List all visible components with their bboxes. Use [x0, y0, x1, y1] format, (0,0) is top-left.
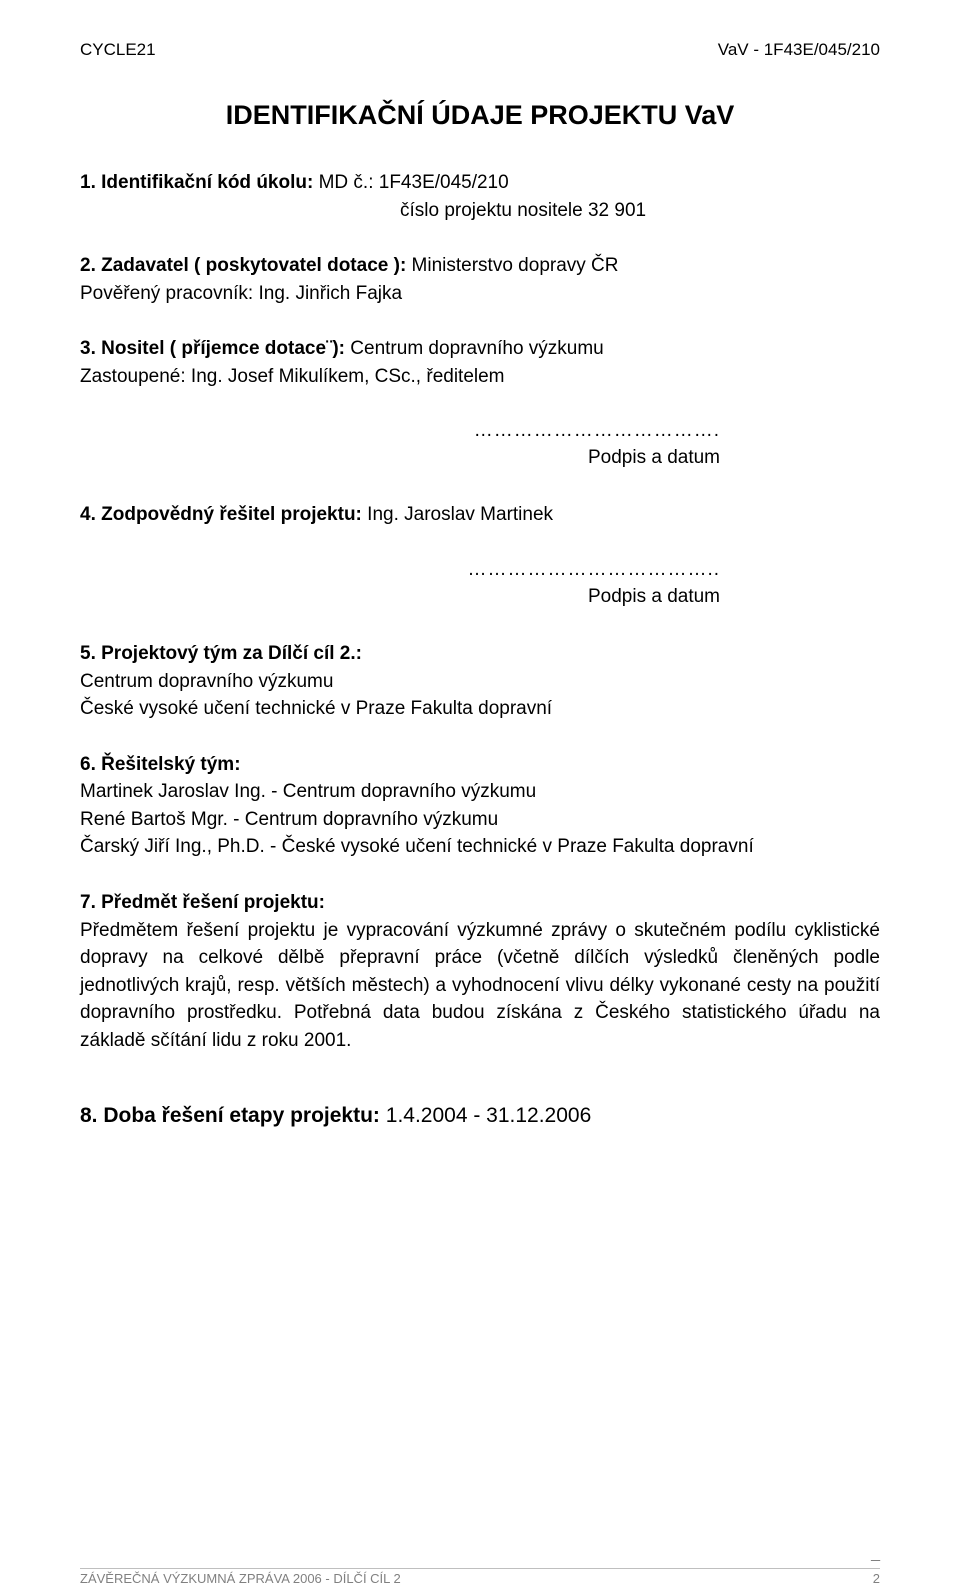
page-header: CYCLE21 VaV - 1F43E/045/210	[80, 40, 880, 60]
signature-1: ………………………………. Podpis a datum	[80, 418, 880, 471]
item-3-value: Centrum dopravního výzkumu	[350, 338, 603, 359]
page: CYCLE21 VaV - 1F43E/045/210 IDENTIFIKAČN…	[0, 0, 960, 1593]
item-6-line2: Martinek Jaroslav Ing. - Centrum dopravn…	[80, 778, 880, 806]
item-5-lead: 5. Projektový tým za Dílčí cíl 2.:	[80, 640, 880, 668]
item-3: 3. Nositel ( příjemce dotace¨): Centrum …	[80, 335, 880, 390]
header-right: VaV - 1F43E/045/210	[718, 40, 880, 60]
signature-2-dots: ………………………………..	[80, 557, 720, 584]
footer-page-number: 2	[873, 1571, 880, 1586]
signature-2-label: Podpis a datum	[80, 584, 720, 611]
item-7: 7. Předmět řešení projektu: Předmětem ře…	[80, 889, 880, 1054]
item-5: 5. Projektový tým za Dílčí cíl 2.: Centr…	[80, 640, 880, 723]
item-5-line3: České vysoké učení technické v Praze Fak…	[80, 695, 880, 723]
item-5-line2: Centrum dopravního výzkumu	[80, 668, 880, 696]
signature-2: ……………………………….. Podpis a datum	[80, 557, 880, 610]
item-2-lead: 2. Zadavatel ( poskytovatel dotace ):	[80, 255, 412, 276]
item-8-value: 1.4.2004 - 31.12.2006	[386, 1104, 592, 1127]
item-1-lead: 1. Identifikační kód úkolu:	[80, 172, 319, 193]
item-2-value: Ministerstvo dopravy ČR	[412, 255, 619, 276]
item-2: 2. Zadavatel ( poskytovatel dotace ): Mi…	[80, 252, 880, 307]
item-6-line3: René Bartoš Mgr. - Centrum dopravního vý…	[80, 806, 880, 834]
item-7-body: Předmětem řešení projektu je vypracování…	[80, 917, 880, 1055]
item-1-value: MD č.: 1F43E/045/210	[319, 172, 509, 193]
item-6-line4: Čarský Jiří Ing., Ph.D. - České vysoké u…	[80, 833, 880, 861]
signature-1-label: Podpis a datum	[80, 445, 720, 472]
item-1-line2: číslo projektu nositele 32 901	[80, 197, 880, 225]
page-title: IDENTIFIKAČNÍ ÚDAJE PROJEKTU VaV	[80, 100, 880, 131]
item-2-line2: Pověřený pracovník: Ing. Jinřich Fajka	[80, 280, 880, 308]
item-1: 1. Identifikační kód úkolu: MD č.: 1F43E…	[80, 169, 880, 224]
footer-left: ZÁVĚREČNÁ VÝZKUMNÁ ZPRÁVA 2006 - DÍLČÍ C…	[80, 1571, 401, 1586]
item-4-value: Ing. Jaroslav Martinek	[367, 504, 553, 525]
header-left: CYCLE21	[80, 40, 156, 60]
page-footer: _ ZÁVĚREČNÁ VÝZKUMNÁ ZPRÁVA 2006 - DÍLČÍ…	[80, 1553, 880, 1569]
item-4-lead: 4. Zodpovědný řešitel projektu:	[80, 504, 367, 525]
item-6-lead: 6. Řešitelský tým:	[80, 751, 880, 779]
item-7-lead: 7. Předmět řešení projektu:	[80, 889, 880, 917]
footer-tick: _	[871, 1545, 880, 1563]
item-3-lead: 3. Nositel ( příjemce dotace¨):	[80, 338, 350, 359]
signature-1-dots: ……………………………….	[80, 418, 720, 445]
item-8-lead: 8. Doba řešení etapy projektu:	[80, 1104, 386, 1127]
item-3-line2: Zastoupené: Ing. Josef Mikulíkem, CSc., …	[80, 363, 880, 391]
item-8: 8. Doba řešení etapy projektu: 1.4.2004 …	[80, 1104, 880, 1128]
item-6: 6. Řešitelský tým: Martinek Jaroslav Ing…	[80, 751, 880, 861]
item-4: 4. Zodpovědný řešitel projektu: Ing. Jar…	[80, 501, 880, 529]
